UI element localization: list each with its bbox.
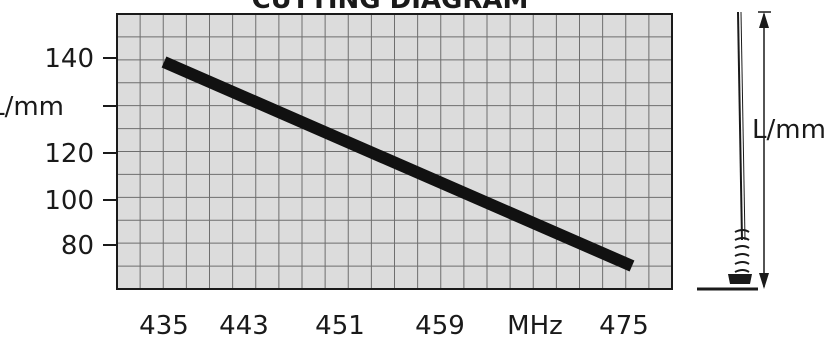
antenna-illustration: L/mm: [697, 11, 826, 291]
x-tick-label: 443: [219, 311, 269, 338]
dimension-arrow-down: [759, 273, 769, 289]
chart-title: CUTTING DIAGRAM: [252, 0, 529, 15]
series-line: [161, 56, 635, 272]
antenna-whip: [737, 11, 743, 241]
y-axis: 140 L/mm 120 100 80: [0, 44, 117, 261]
x-tick-label: 475: [599, 311, 649, 338]
x-axis-unit-label: MHz: [507, 311, 563, 338]
y-axis-unit-label: L/mm: [0, 92, 64, 122]
dimension-arrow-up: [759, 12, 769, 28]
series-layer: [161, 56, 635, 272]
y-tick-label: 80: [61, 231, 94, 261]
x-axis: 435 443 451 459 MHz 475: [139, 311, 649, 341]
antenna-whip-highlight: [740, 11, 746, 241]
x-tick-label: 459: [415, 311, 465, 338]
x-tick-label: 451: [315, 311, 365, 338]
antenna-coil: [734, 229, 750, 273]
plot-frame: [116, 13, 673, 290]
antenna-length-label: L/mm: [752, 115, 826, 145]
antenna-base: [728, 274, 752, 284]
y-tick-label: 140: [44, 44, 94, 74]
x-tick-label: 435: [139, 311, 189, 338]
y-tick-label: 120: [44, 139, 94, 169]
y-tick-label: 100: [44, 186, 94, 216]
